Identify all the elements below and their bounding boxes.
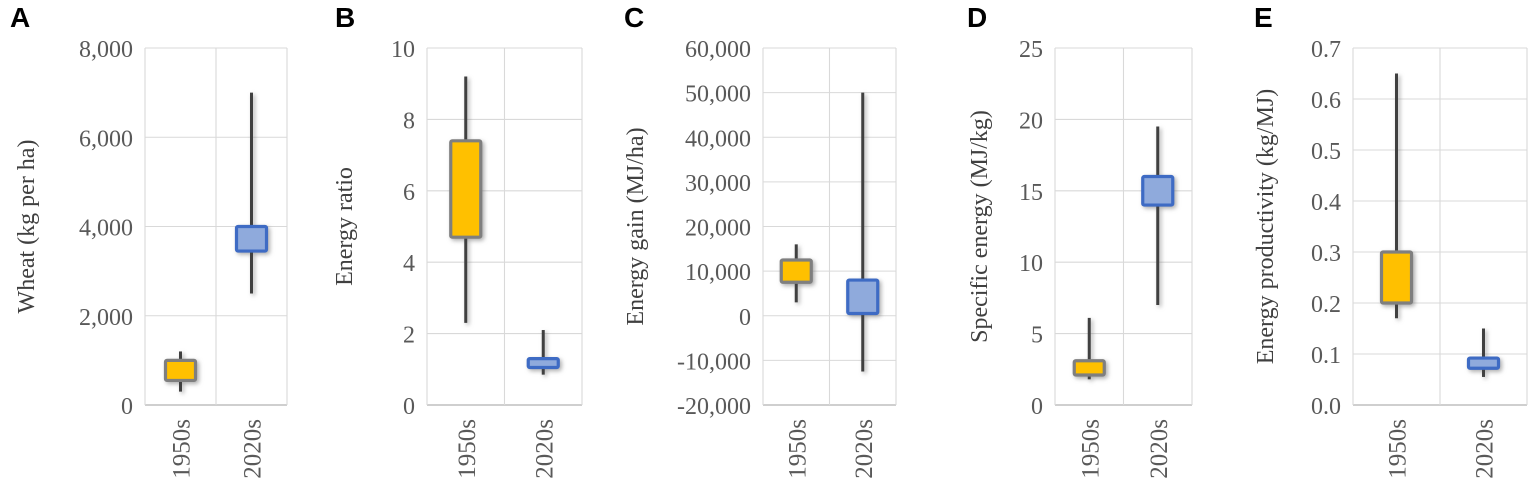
y-axis-title: Wheat (kg per ha) xyxy=(14,140,40,314)
box xyxy=(846,278,880,316)
box-series-1950s xyxy=(1072,317,1106,380)
box-series-2020s xyxy=(526,330,560,375)
y-tick-label: 8 xyxy=(403,108,415,134)
panel-letter-a: A xyxy=(10,2,31,33)
y-tick-label: 50,000 xyxy=(685,82,751,108)
box-series-1950s xyxy=(779,244,813,303)
y-tick-label: 15 xyxy=(1019,180,1043,206)
y-tick-label: 0.4 xyxy=(1311,190,1341,216)
panel-letter-c: C xyxy=(624,2,645,33)
y-tick-label: 0.5 xyxy=(1311,139,1341,165)
panel-e: E 0.0 0.1 0.2 0.3 0.4 0.5 0.6 0.7 Energy product… xyxy=(1228,0,1535,498)
y-tick-label: -20,000 xyxy=(677,394,751,420)
panel-a: A 0 2,000 4,000 6,000 8,000 Wheat (kg per ha)… xyxy=(0,0,307,498)
box xyxy=(1141,174,1175,207)
box xyxy=(779,258,813,284)
y-tick-label: 10,000 xyxy=(685,260,751,286)
category-label: 2020s xyxy=(1472,419,1499,479)
box xyxy=(163,358,198,383)
y-tick-label: 0.2 xyxy=(1311,292,1341,318)
box-series-2020s xyxy=(1466,328,1501,377)
y-tick-label: -10,000 xyxy=(677,349,751,375)
panel-c: C -20,000 -10,000 0 10,000 20,000 30,000 40,00… xyxy=(614,0,921,498)
category-label: 2020s xyxy=(531,419,558,479)
category-label: 1950s xyxy=(454,419,481,479)
y-tick-label: 0 xyxy=(403,394,415,420)
y-tick-label: 0.3 xyxy=(1311,241,1341,267)
box xyxy=(526,356,560,370)
y-axis-title: Energy gain (MJ/ha) xyxy=(623,127,649,325)
category-label: 1950s xyxy=(1385,419,1412,479)
box-series-2020s xyxy=(234,92,269,294)
box-plot-energy-productivity: 0.0 0.1 0.2 0.3 0.4 0.5 0.6 0.7 Energy productiv… xyxy=(1253,37,1528,479)
box xyxy=(1072,359,1106,377)
y-tick-label: 10 xyxy=(391,37,415,63)
box-series-2020s xyxy=(846,92,880,372)
y-tick-label: 0 xyxy=(1031,394,1043,420)
y-tick-label: 60,000 xyxy=(685,37,751,63)
panel-letter-d: D xyxy=(967,2,988,33)
y-tick-label: 20 xyxy=(1019,108,1043,134)
box xyxy=(234,224,269,253)
category-label: 2020s xyxy=(1146,419,1173,479)
y-tick-label: 6 xyxy=(403,180,415,206)
y-tick-label: 0.6 xyxy=(1311,88,1341,114)
panel-letter-e: E xyxy=(1254,2,1273,33)
y-axis-title: Energy productivity (kg/MJ) xyxy=(1253,89,1279,365)
y-tick-label: 25 xyxy=(1019,37,1043,63)
panel-d: D 0 5 10 15 20 25 Specific energy (MJ/kg) 1950s… xyxy=(921,0,1228,498)
y-tick-label: 30,000 xyxy=(685,171,751,197)
box-series-2020s xyxy=(1141,126,1175,306)
y-tick-label: 10 xyxy=(1019,251,1043,277)
category-label: 2020s xyxy=(240,419,267,479)
y-tick-label: 2,000 xyxy=(79,305,133,331)
category-label: 1950s xyxy=(784,419,811,479)
y-tick-label: 0 xyxy=(121,394,133,420)
box-series-1950s xyxy=(163,351,198,392)
y-tick-label: 0.1 xyxy=(1311,343,1341,369)
y-tick-label: 0.7 xyxy=(1311,37,1341,63)
category-label: 1950s xyxy=(169,419,196,479)
y-axis-title: Energy ratio xyxy=(332,167,358,286)
box xyxy=(449,139,483,239)
y-tick-label: 20,000 xyxy=(685,216,751,242)
box-plot-energy-ratio: 0 2 4 6 8 10 Energy ratio 1950s 2020s xyxy=(332,37,583,479)
box-plot-energy-gain: -20,000 -10,000 0 10,000 20,000 30,000 40,000 5… xyxy=(623,37,897,479)
box xyxy=(1466,356,1501,370)
y-tick-label: 4,000 xyxy=(79,216,133,242)
box-series-1950s xyxy=(449,76,483,323)
category-label: 2020s xyxy=(851,419,878,479)
y-tick-label: 40,000 xyxy=(685,126,751,152)
y-tick-label: 8,000 xyxy=(79,37,133,63)
y-tick-label: 0 xyxy=(739,305,751,331)
y-tick-label: 2 xyxy=(403,323,415,349)
box-plot-specific-energy: 0 5 10 15 20 25 Specific energy (MJ/kg) 1950s 20… xyxy=(967,37,1193,479)
category-label: 1950s xyxy=(1077,419,1104,479)
y-tick-label: 4 xyxy=(403,251,415,277)
box-plot-wheat-yield: 0 2,000 4,000 6,000 8,000 Wheat (kg per ha) 19… xyxy=(14,37,288,479)
box xyxy=(1379,250,1414,305)
box-series-1950s xyxy=(1379,73,1414,319)
panel-b: B 0 2 4 6 8 10 Energy ratio 1950s 2020s xyxy=(307,0,614,498)
y-tick-label: 6,000 xyxy=(79,126,133,152)
y-axis-title: Specific energy (MJ/kg) xyxy=(967,110,993,343)
panel-letter-b: B xyxy=(335,2,356,33)
y-tick-label: 0.0 xyxy=(1311,394,1341,420)
y-tick-label: 5 xyxy=(1031,323,1043,349)
